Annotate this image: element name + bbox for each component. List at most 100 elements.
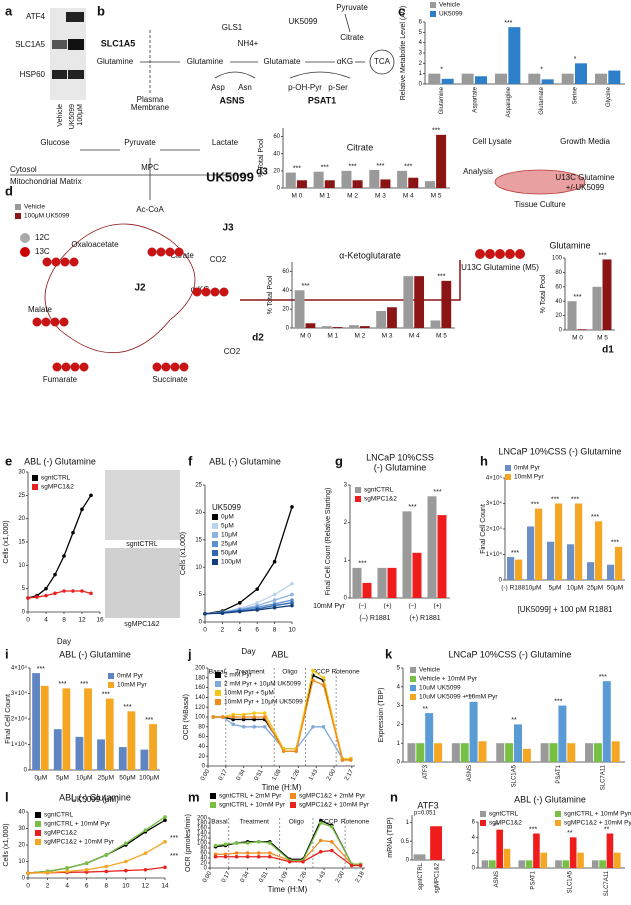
bar (525, 860, 533, 868)
y-tick-label: 60 (282, 269, 289, 275)
significance: *** (321, 165, 329, 172)
bar (285, 172, 296, 188)
y-tick-label: 200 (197, 816, 208, 822)
bar (413, 854, 426, 860)
bar (40, 685, 49, 770)
y-tick-label: 0 (406, 858, 410, 864)
significance: *** (58, 681, 66, 688)
bar (591, 860, 599, 868)
label: Asn (238, 83, 252, 92)
bar (547, 541, 555, 580)
x-tick-label: 2:00 (326, 768, 337, 782)
legend-swatch (215, 672, 221, 678)
label: U13C Glutamine (M5) (461, 263, 539, 272)
point (255, 587, 259, 591)
y-tick-label: 0 (419, 82, 423, 88)
y-tick-label: 2 (344, 520, 348, 526)
chart-title: ABL (-) Glutamine (59, 649, 131, 659)
legend-label: sgntCTRL + 10mM Pyr (219, 802, 286, 809)
x-tick-label: 0:00 (202, 870, 213, 884)
point (290, 601, 294, 605)
bar (599, 860, 606, 868)
atom (156, 247, 166, 257)
x-tick-label: sgMPC1&2 (434, 862, 440, 893)
panel-letter: i (5, 646, 9, 661)
x-tick-label: 0:51 (259, 870, 270, 884)
y-label: OCR (%Basal) (183, 694, 190, 740)
x-tick-label: M 2 (354, 333, 365, 340)
bar (555, 860, 562, 868)
label: p-Ser (328, 83, 348, 92)
bar (518, 860, 526, 868)
y-tick-label: 5 (199, 592, 203, 598)
x-tick-label: 1:26 (290, 768, 301, 782)
x-tick-label: M 1 (327, 333, 338, 340)
tca-circle (369, 49, 395, 75)
significance: *** (293, 165, 301, 172)
legend-swatch (555, 820, 561, 826)
point (234, 854, 239, 859)
atom (60, 257, 70, 267)
legend-swatch (480, 820, 486, 826)
significance: ** (511, 717, 517, 724)
significance: *** (404, 164, 412, 171)
significance: *** (432, 128, 440, 135)
y-tick-label: 60 (555, 284, 562, 290)
label: Asp (211, 83, 225, 92)
x-label: Time (H:M) (262, 783, 302, 792)
x-tick-label: 10 (288, 627, 296, 634)
label: Ac-CoA (136, 205, 164, 214)
atom (219, 287, 229, 297)
bar (496, 743, 505, 762)
bar (441, 280, 452, 328)
point (252, 725, 256, 729)
point (321, 683, 326, 687)
point (89, 591, 93, 596)
bar (503, 848, 511, 868)
x-tick-label: PSAT1 (531, 870, 537, 889)
x-tick-label: M 0 (300, 333, 311, 340)
y-tick-label: 4 (472, 835, 476, 841)
y-label: % Total Pool (267, 275, 274, 314)
point (65, 866, 69, 870)
x-tick-label: 1:43 (308, 768, 319, 782)
bar (540, 743, 549, 762)
point (311, 678, 315, 683)
x-tick-label: (+) (383, 603, 391, 610)
y-tick-label: 0 (472, 866, 476, 872)
bar (602, 681, 611, 762)
bar (507, 557, 515, 580)
panel-letter: b (97, 3, 105, 18)
line (215, 849, 361, 867)
y-tick-label: 0 (202, 764, 206, 770)
point (84, 861, 89, 865)
x-tick-label: 6 (85, 883, 89, 890)
y-tick-label: 2 (472, 850, 476, 856)
point (290, 581, 294, 586)
line (27, 841, 166, 874)
legend-label: sgMPC1&2 + 10mM Pyruvate (564, 820, 631, 827)
y-tick-label: 15 (18, 540, 25, 546)
point (358, 863, 363, 868)
chart-title: LNCaP 10%CSS (-) Glutamine (499, 446, 622, 456)
legend-label: sgMPC1&2 + 10mM Pyr (44, 839, 115, 846)
y-tick-label: 15 (195, 537, 202, 543)
bar (549, 743, 558, 762)
point (238, 601, 242, 605)
bar (352, 180, 363, 188)
point (143, 851, 148, 856)
bar (408, 177, 419, 188)
atom (59, 317, 69, 327)
bar (451, 743, 460, 762)
x-tick-label: 10μM (76, 775, 92, 782)
x-tick-label: 4 (238, 627, 242, 634)
label: Membrane (131, 103, 170, 112)
x-tick-label: ASNS (467, 765, 473, 781)
point (238, 609, 242, 614)
panel-letter: a (5, 3, 13, 18)
point (329, 824, 334, 829)
significance: *** (170, 835, 178, 842)
atom (179, 362, 189, 372)
bar (608, 70, 621, 84)
